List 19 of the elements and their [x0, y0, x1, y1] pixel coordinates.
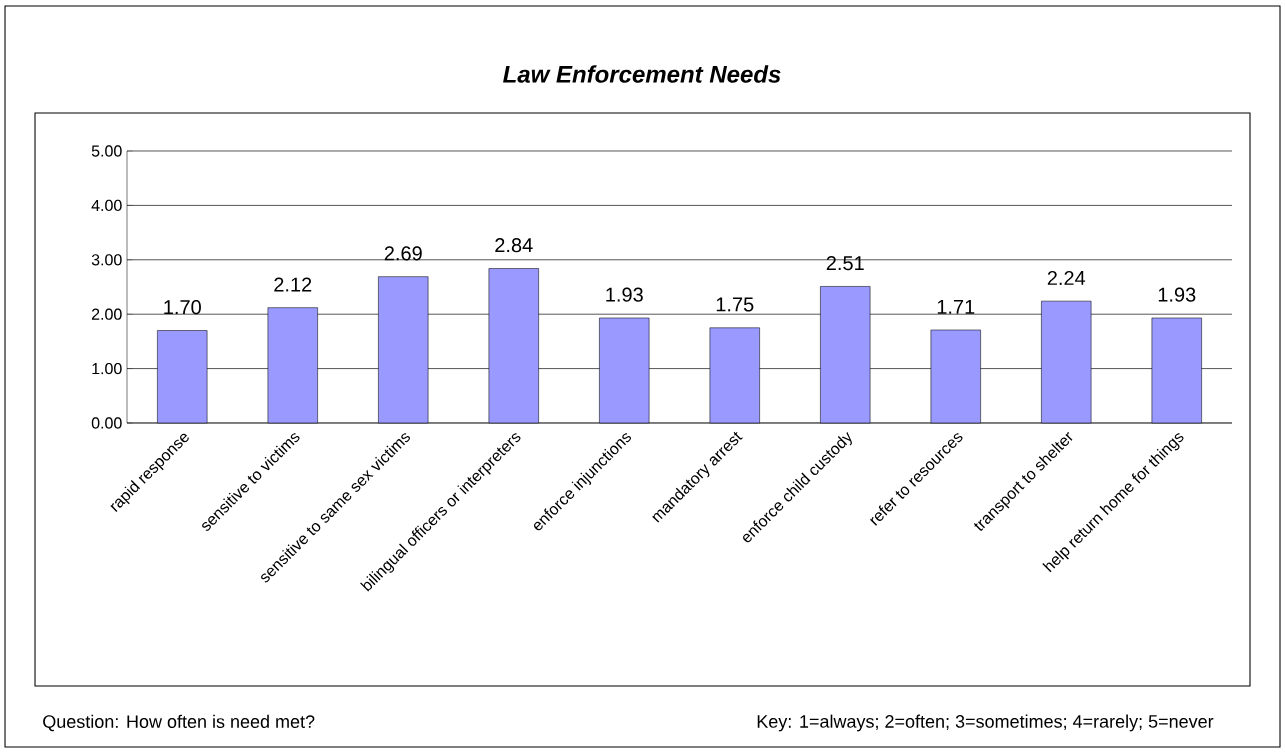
data-label: 1.93 [606, 287, 643, 302]
y-tick-label: 5.00 [91, 145, 122, 157]
data-label: 1.70 [164, 300, 201, 315]
y-tick-label: 2.00 [91, 308, 122, 320]
data-label: 1.93 [1158, 287, 1196, 302]
data-label: 2.12 [274, 277, 312, 292]
data-label: 2.84 [495, 238, 533, 253]
text: Key: 1=always; 2=often; 3=sometimes; 4=rarely; 5=never [757, 714, 1214, 732]
data-label: 1.71 [937, 299, 975, 314]
y-tick-label: 0.00 [91, 417, 122, 429]
y-tick-label: 3.00 [91, 254, 122, 266]
data-label: 2.69 [384, 246, 422, 261]
data-label: 1.75 [716, 297, 754, 312]
y-tick-label: 4.00 [91, 199, 122, 212]
data-label: 2.51 [826, 256, 864, 271]
chart-title: Law Enforcement Needs [503, 65, 781, 83]
text: Question: How often is need met? [43, 714, 315, 732]
y-tick-label: 1.00 [92, 362, 122, 375]
data-label: 2.24 [1047, 270, 1086, 285]
